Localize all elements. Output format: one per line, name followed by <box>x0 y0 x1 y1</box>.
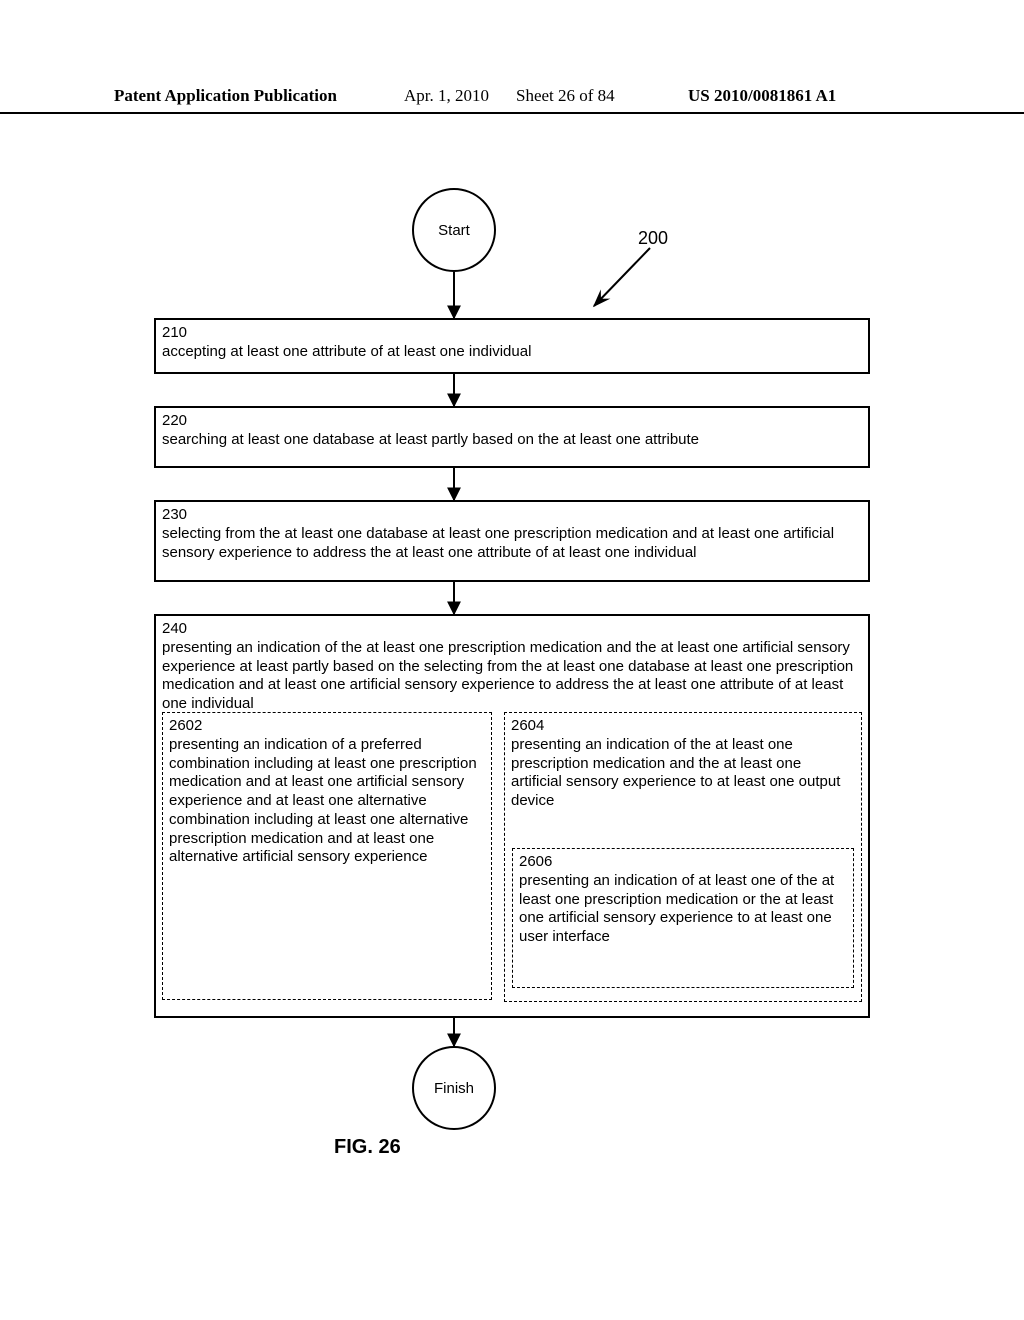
step-number: 230 <box>162 506 862 525</box>
publication-type: Patent Application Publication <box>114 86 337 106</box>
start-label: Start <box>438 222 470 239</box>
publication-number: US 2010/0081861 A1 <box>688 86 836 106</box>
step-number: 240 <box>162 620 862 639</box>
substep-number: 2606 <box>519 853 847 872</box>
step-text: accepting at least one attribute of at l… <box>162 343 862 362</box>
step-number: 210 <box>162 324 862 343</box>
substep-text: presenting an indication of the at least… <box>511 736 855 811</box>
figure-label: FIG. 26 <box>334 1136 401 1159</box>
page-header: Patent Application Publication Apr. 1, 2… <box>0 86 1024 114</box>
reference-label-200: 200 <box>638 228 668 249</box>
process-step-210: 210 accepting at least one attribute of … <box>154 318 870 374</box>
flowchart: Start 200 210 accepting at least one att… <box>150 188 874 1158</box>
substep-2606: 2606 presenting an indication of at leas… <box>512 848 854 988</box>
substep-number: 2602 <box>169 717 485 736</box>
process-step-230: 230 selecting from the at least one data… <box>154 500 870 582</box>
sheet-number: Sheet 26 of 84 <box>516 86 615 106</box>
step-text: selecting from the at least one database… <box>162 525 862 563</box>
finish-label: Finish <box>434 1080 474 1097</box>
step-text: presenting an indication of the at least… <box>162 639 862 714</box>
start-terminator: Start <box>412 188 496 272</box>
finish-terminator: Finish <box>412 1046 496 1130</box>
publication-date: Apr. 1, 2010 <box>404 86 489 106</box>
substep-number: 2604 <box>511 717 855 736</box>
process-step-220: 220 searching at least one database at l… <box>154 406 870 468</box>
step-number: 220 <box>162 412 862 431</box>
substep-text: presenting an indication of a preferred … <box>169 736 485 867</box>
substep-text: presenting an indication of at least one… <box>519 872 847 947</box>
substep-2602: 2602 presenting an indication of a prefe… <box>162 712 492 1000</box>
step-text: searching at least one database at least… <box>162 431 862 450</box>
